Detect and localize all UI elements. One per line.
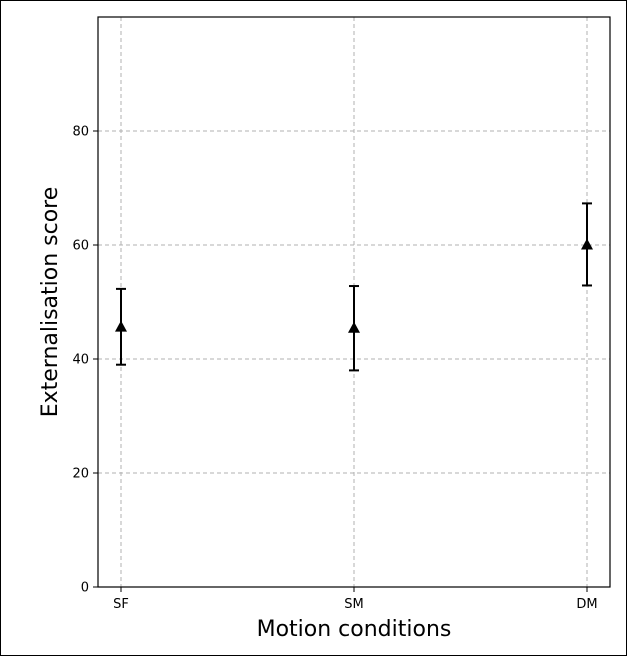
y-axis-title: Externalisation score bbox=[38, 187, 63, 418]
x-tick-label: SF bbox=[113, 597, 129, 612]
data-point bbox=[348, 321, 360, 333]
y-tick-label: 0 bbox=[81, 581, 89, 596]
data-point bbox=[581, 238, 593, 250]
x-tick-label: DM bbox=[576, 597, 597, 612]
x-axis-title: Motion conditions bbox=[257, 617, 452, 642]
y-tick-label: 80 bbox=[72, 125, 89, 140]
data-point bbox=[115, 320, 127, 332]
y-tick-label: 60 bbox=[72, 239, 89, 254]
x-tick-label: SM bbox=[344, 597, 363, 612]
y-tick-label: 40 bbox=[72, 353, 89, 368]
ticks-layer: 0 20 40 60 80 SF SM DM bbox=[72, 125, 597, 613]
marks-layer bbox=[115, 202, 593, 372]
y-tick-label: 20 bbox=[72, 467, 89, 482]
